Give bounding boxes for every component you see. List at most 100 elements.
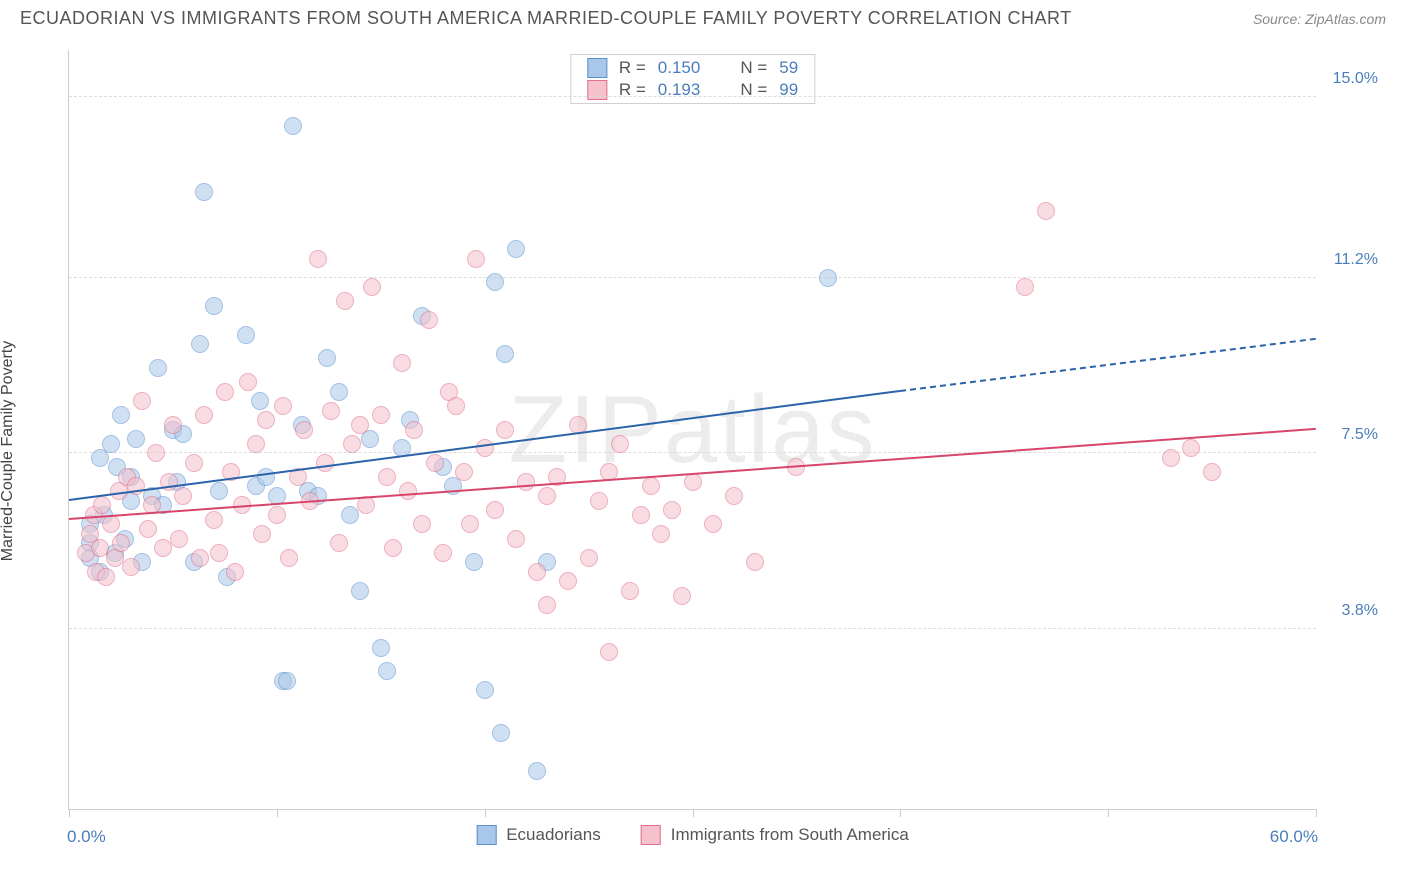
x-axis-max-label: 60.0% bbox=[1270, 827, 1318, 847]
scatter-point bbox=[819, 269, 837, 287]
scatter-point bbox=[384, 539, 402, 557]
scatter-point bbox=[559, 572, 577, 590]
scatter-point bbox=[268, 506, 286, 524]
scatter-point bbox=[420, 311, 438, 329]
source-attribution: Source: ZipAtlas.com bbox=[1253, 11, 1386, 27]
scatter-point bbox=[191, 549, 209, 567]
scatter-point bbox=[496, 345, 514, 363]
y-tick-label: 15.0% bbox=[1333, 70, 1378, 88]
chart-title: ECUADORIAN VS IMMIGRANTS FROM SOUTH AMER… bbox=[20, 8, 1072, 29]
scatter-point bbox=[164, 416, 182, 434]
scatter-point bbox=[253, 525, 271, 543]
scatter-point bbox=[405, 421, 423, 439]
scatter-point bbox=[652, 525, 670, 543]
watermark-text: ZIPatlas bbox=[508, 375, 876, 485]
source-name: ZipAtlas.com bbox=[1305, 11, 1386, 27]
legend-swatch-blue-icon bbox=[476, 825, 496, 845]
scatter-point bbox=[309, 250, 327, 268]
scatter-point bbox=[322, 402, 340, 420]
scatter-point bbox=[336, 292, 354, 310]
scatter-point bbox=[257, 411, 275, 429]
scatter-point bbox=[600, 643, 618, 661]
trend-line bbox=[900, 337, 1316, 391]
scatter-point bbox=[133, 392, 151, 410]
x-tick bbox=[277, 809, 278, 817]
n-value-blue: 59 bbox=[779, 58, 798, 78]
scatter-point bbox=[295, 421, 313, 439]
x-tick bbox=[900, 809, 901, 817]
plot-area: ZIPatlas R = 0.150 N = 59 R = 0.193 N = … bbox=[68, 50, 1316, 810]
scatter-point bbox=[413, 515, 431, 533]
scatter-point bbox=[205, 511, 223, 529]
scatter-point bbox=[185, 454, 203, 472]
scatter-point bbox=[147, 444, 165, 462]
scatter-point bbox=[455, 463, 473, 481]
n-label-blue: N = bbox=[740, 58, 767, 78]
y-tick-label: 11.2% bbox=[1334, 251, 1378, 269]
scatter-point bbox=[467, 250, 485, 268]
series-legend: Ecuadorians Immigrants from South Americ… bbox=[476, 825, 909, 845]
source-prefix: Source: bbox=[1253, 11, 1305, 27]
x-tick bbox=[693, 809, 694, 817]
scatter-point bbox=[378, 662, 396, 680]
gridline bbox=[69, 628, 1316, 629]
scatter-point bbox=[621, 582, 639, 600]
scatter-point bbox=[496, 421, 514, 439]
scatter-point bbox=[351, 582, 369, 600]
scatter-point bbox=[538, 596, 556, 614]
scatter-point bbox=[673, 587, 691, 605]
scatter-point bbox=[663, 501, 681, 519]
scatter-point bbox=[102, 435, 120, 453]
scatter-point bbox=[284, 117, 302, 135]
scatter-point bbox=[174, 487, 192, 505]
scatter-point bbox=[507, 240, 525, 258]
scatter-point bbox=[257, 468, 275, 486]
scatter-point bbox=[447, 397, 465, 415]
scatter-point bbox=[507, 530, 525, 548]
scatter-point bbox=[316, 454, 334, 472]
correlation-legend-row-pink: R = 0.193 N = 99 bbox=[571, 79, 814, 101]
gridline bbox=[69, 277, 1316, 278]
scatter-point bbox=[330, 534, 348, 552]
scatter-point bbox=[139, 520, 157, 538]
scatter-point bbox=[251, 392, 269, 410]
scatter-point bbox=[154, 539, 172, 557]
scatter-point bbox=[378, 468, 396, 486]
scatter-point bbox=[1203, 463, 1221, 481]
scatter-point bbox=[237, 326, 255, 344]
scatter-point bbox=[102, 515, 120, 533]
scatter-point bbox=[372, 406, 390, 424]
scatter-point bbox=[611, 435, 629, 453]
scatter-point bbox=[434, 544, 452, 562]
scatter-point bbox=[528, 563, 546, 581]
scatter-point bbox=[486, 273, 504, 291]
scatter-point bbox=[1162, 449, 1180, 467]
chart-container: Married-Couple Family Poverty ZIPatlas R… bbox=[20, 40, 1386, 862]
scatter-point bbox=[127, 430, 145, 448]
correlation-legend-row-blue: R = 0.150 N = 59 bbox=[571, 57, 814, 79]
series-legend-item-pink: Immigrants from South America bbox=[641, 825, 909, 845]
scatter-point bbox=[210, 544, 228, 562]
legend-swatch-blue bbox=[587, 58, 607, 78]
scatter-point bbox=[318, 349, 336, 367]
scatter-point bbox=[226, 563, 244, 581]
x-tick bbox=[1316, 809, 1317, 817]
scatter-point bbox=[93, 496, 111, 514]
scatter-point bbox=[170, 530, 188, 548]
scatter-point bbox=[274, 397, 292, 415]
scatter-point bbox=[1182, 439, 1200, 457]
scatter-point bbox=[528, 762, 546, 780]
scatter-point bbox=[280, 549, 298, 567]
scatter-point bbox=[195, 406, 213, 424]
scatter-point bbox=[399, 482, 417, 500]
scatter-point bbox=[278, 672, 296, 690]
scatter-point bbox=[372, 639, 390, 657]
scatter-point bbox=[725, 487, 743, 505]
scatter-point bbox=[393, 354, 411, 372]
y-axis-label: Married-Couple Family Poverty bbox=[0, 341, 17, 562]
scatter-point bbox=[590, 492, 608, 510]
scatter-point bbox=[216, 383, 234, 401]
r-value-blue: 0.150 bbox=[658, 58, 701, 78]
y-tick-label: 3.8% bbox=[1342, 602, 1378, 620]
scatter-point bbox=[476, 681, 494, 699]
